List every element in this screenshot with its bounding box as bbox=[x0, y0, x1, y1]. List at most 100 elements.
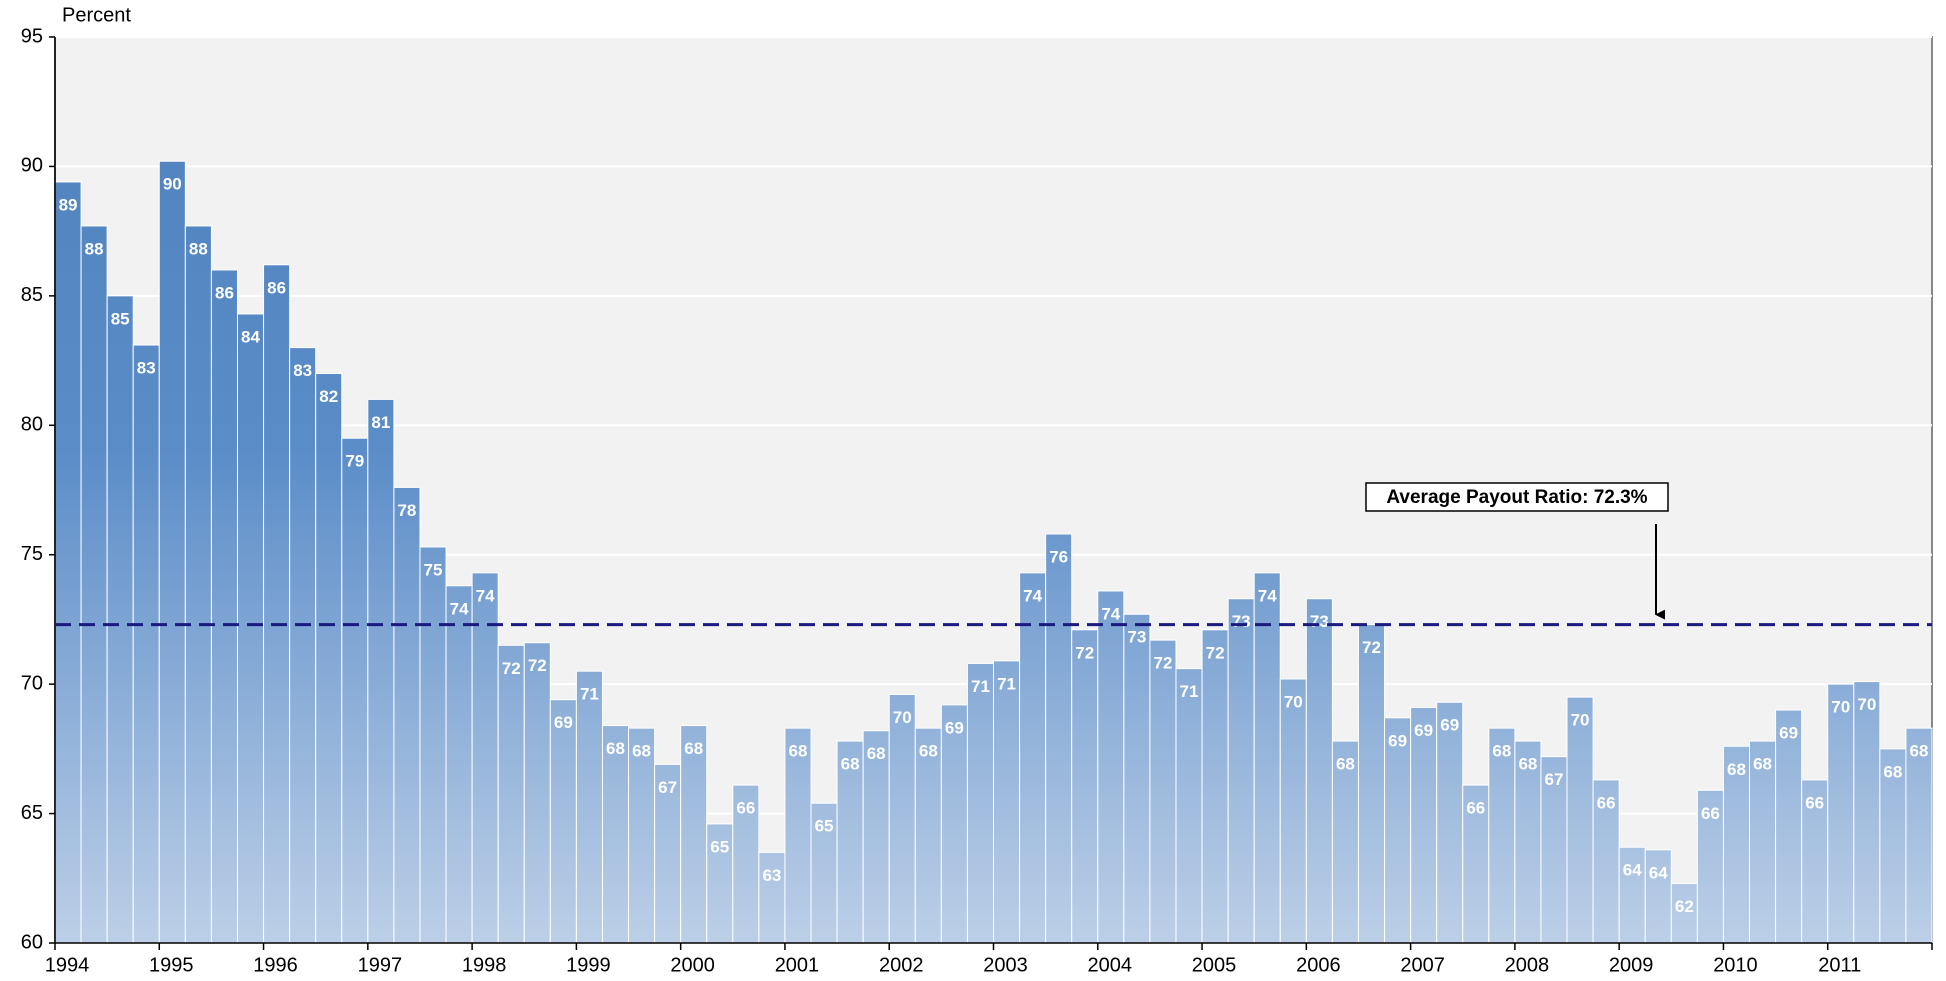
bar bbox=[1879, 748, 1907, 944]
bar bbox=[1540, 756, 1568, 944]
x-tick-label: 2001 bbox=[775, 954, 820, 976]
value-label: 76 bbox=[1049, 547, 1068, 566]
y-tick-label: 95 bbox=[21, 25, 43, 47]
bar bbox=[1670, 882, 1698, 944]
x-tick-label: 1994 bbox=[45, 954, 90, 976]
bar bbox=[575, 670, 603, 944]
bar bbox=[184, 225, 212, 944]
value-label: 72 bbox=[1362, 638, 1381, 657]
bar bbox=[1357, 624, 1386, 944]
value-label: 72 bbox=[1153, 654, 1172, 673]
value-label: 73 bbox=[1310, 612, 1329, 631]
bar bbox=[1384, 717, 1412, 944]
value-label: 66 bbox=[1597, 793, 1616, 812]
value-label: 71 bbox=[1180, 682, 1199, 701]
bar bbox=[1436, 701, 1464, 944]
bar bbox=[914, 727, 942, 944]
y-tick-label: 70 bbox=[21, 672, 43, 694]
value-label: 88 bbox=[85, 239, 104, 258]
value-label: 74 bbox=[1258, 586, 1277, 605]
bar bbox=[966, 662, 994, 944]
bar bbox=[132, 344, 160, 944]
bar bbox=[1019, 572, 1047, 944]
y-tick-label: 90 bbox=[21, 155, 43, 177]
x-tick-label: 2007 bbox=[1400, 954, 1445, 976]
value-label: 65 bbox=[710, 837, 729, 856]
bar bbox=[497, 644, 525, 944]
bar bbox=[471, 572, 499, 944]
value-label: 72 bbox=[1206, 643, 1225, 662]
bar bbox=[289, 347, 317, 944]
bar bbox=[1749, 740, 1777, 944]
value-label: 69 bbox=[1388, 731, 1407, 750]
value-label: 68 bbox=[606, 739, 625, 758]
x-tick-label: 1995 bbox=[149, 954, 194, 976]
value-label: 70 bbox=[1831, 698, 1850, 717]
bar bbox=[236, 313, 265, 944]
bar bbox=[158, 160, 186, 944]
value-label: 66 bbox=[1805, 793, 1824, 812]
value-label: 83 bbox=[293, 361, 312, 380]
bar bbox=[315, 373, 343, 944]
annotation: Average Payout Ratio: 72.3% bbox=[1386, 487, 1647, 508]
x-tick-label: 2004 bbox=[1088, 954, 1133, 976]
bar bbox=[1618, 846, 1646, 944]
bar bbox=[367, 398, 395, 944]
bar bbox=[1905, 727, 1933, 944]
value-label: 73 bbox=[1232, 612, 1251, 631]
x-tick-label: 2008 bbox=[1505, 954, 1550, 976]
value-label: 68 bbox=[1336, 755, 1355, 774]
value-label: 84 bbox=[241, 327, 260, 346]
value-label: 71 bbox=[971, 677, 990, 696]
x-tick-label: 2011 bbox=[1818, 954, 1861, 976]
y-tick-label: 80 bbox=[21, 414, 43, 436]
value-label: 68 bbox=[841, 755, 860, 774]
value-label: 67 bbox=[658, 778, 677, 797]
value-label: 70 bbox=[1857, 695, 1876, 714]
bar bbox=[1305, 598, 1333, 944]
bar bbox=[680, 725, 708, 944]
value-label: 74 bbox=[1101, 604, 1120, 623]
value-label: 75 bbox=[424, 560, 443, 579]
value-label: 90 bbox=[163, 175, 182, 194]
value-label: 68 bbox=[867, 744, 886, 763]
bar bbox=[784, 727, 812, 944]
y-axis-title: Percent bbox=[62, 4, 131, 26]
value-label: 86 bbox=[267, 278, 286, 297]
bar bbox=[940, 704, 968, 944]
x-tick-label: 2009 bbox=[1609, 954, 1654, 976]
value-label: 65 bbox=[815, 817, 834, 836]
value-label: 68 bbox=[1753, 755, 1772, 774]
bar bbox=[1853, 681, 1881, 944]
value-label: 72 bbox=[1075, 643, 1094, 662]
y-tick-label: 60 bbox=[21, 931, 43, 953]
x-tick-label: 2010 bbox=[1713, 954, 1758, 976]
bar bbox=[1279, 678, 1307, 944]
bar bbox=[1097, 590, 1125, 944]
x-tick-label: 2006 bbox=[1296, 954, 1341, 976]
value-label: 66 bbox=[1701, 804, 1720, 823]
value-label: 68 bbox=[1883, 762, 1902, 781]
value-label: 86 bbox=[215, 283, 234, 302]
bar bbox=[1175, 668, 1203, 944]
value-label: 68 bbox=[919, 742, 938, 761]
value-label: 73 bbox=[1127, 628, 1146, 647]
bar bbox=[54, 181, 82, 944]
value-label: 89 bbox=[59, 195, 78, 214]
bar bbox=[263, 264, 291, 944]
value-label: 85 bbox=[111, 309, 130, 328]
bar bbox=[758, 851, 786, 944]
bar bbox=[1253, 572, 1281, 944]
value-label: 63 bbox=[762, 866, 781, 885]
bar bbox=[601, 725, 630, 944]
y-tick-label: 85 bbox=[21, 284, 43, 306]
bar bbox=[993, 660, 1021, 944]
value-label: 71 bbox=[997, 674, 1016, 693]
bar bbox=[1488, 727, 1516, 944]
bar bbox=[888, 693, 916, 944]
value-label: 68 bbox=[1910, 742, 1929, 761]
value-label: 81 bbox=[371, 413, 390, 432]
y-tick-label: 65 bbox=[21, 802, 43, 824]
value-label: 70 bbox=[1571, 711, 1590, 730]
